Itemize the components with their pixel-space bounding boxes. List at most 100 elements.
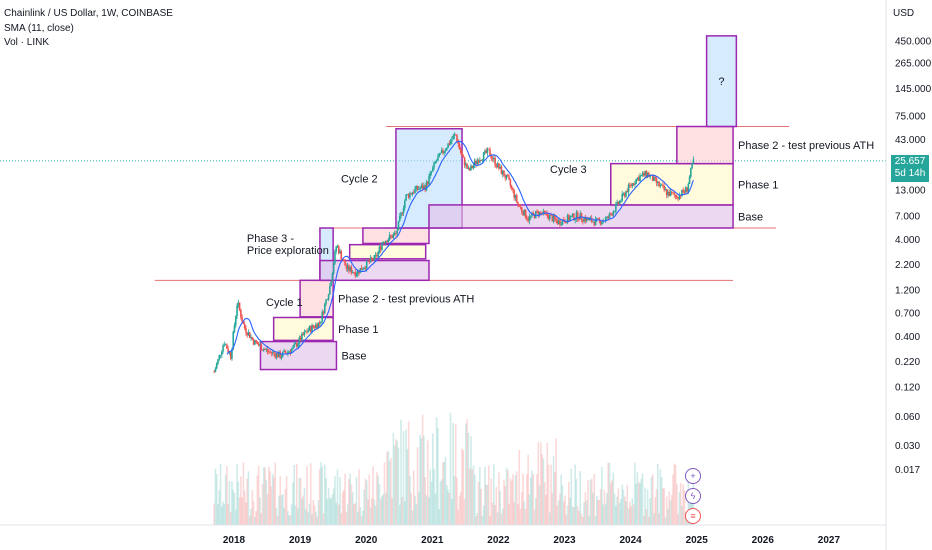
volume-bar bbox=[218, 490, 221, 525]
volume-bar bbox=[662, 488, 664, 525]
candle-body bbox=[271, 351, 274, 353]
volume-bar bbox=[240, 476, 242, 525]
volume-bar bbox=[360, 515, 363, 525]
candle-body bbox=[648, 172, 650, 177]
candle-body bbox=[348, 265, 350, 271]
volume-bar bbox=[416, 447, 419, 525]
us-flag-icon[interactable]: ≡ bbox=[685, 508, 701, 524]
volume-bar bbox=[646, 489, 649, 525]
volume-bar bbox=[653, 513, 655, 525]
candle-body bbox=[428, 176, 430, 185]
candle-body bbox=[493, 157, 495, 160]
volume-bar bbox=[365, 480, 368, 525]
candle-body bbox=[559, 220, 561, 225]
plus-icon[interactable]: + bbox=[685, 468, 701, 484]
annotation-label: Phase 2 - test previous ATH bbox=[738, 140, 874, 152]
volume-bar bbox=[392, 432, 395, 525]
volume-bar bbox=[590, 478, 593, 525]
volume-bar bbox=[608, 462, 611, 525]
candle-body bbox=[529, 215, 532, 217]
volume-bar bbox=[501, 508, 504, 525]
candle-body bbox=[233, 325, 236, 332]
candle-body bbox=[505, 174, 508, 179]
candle-body bbox=[484, 150, 486, 153]
candle-body bbox=[409, 193, 411, 198]
volume-bar bbox=[443, 461, 446, 525]
phase-box[interactable] bbox=[348, 243, 427, 260]
volume-bar bbox=[275, 507, 278, 525]
volume-bar bbox=[401, 497, 404, 525]
volume-bar bbox=[374, 505, 377, 525]
volume-bar bbox=[386, 452, 388, 525]
candle-body bbox=[400, 212, 402, 217]
volume-bar bbox=[593, 473, 596, 525]
candle-body bbox=[325, 299, 327, 304]
candle-body bbox=[561, 219, 564, 225]
phase-box[interactable] bbox=[610, 162, 734, 206]
candle-body bbox=[322, 311, 325, 314]
volume-bar bbox=[435, 417, 438, 525]
volume-bar bbox=[358, 469, 360, 525]
candle-body bbox=[457, 141, 460, 144]
candle-body bbox=[587, 217, 589, 221]
phase-box[interactable] bbox=[676, 125, 734, 165]
candle-body bbox=[219, 354, 222, 356]
volume-bar bbox=[625, 501, 627, 525]
volume-bar bbox=[533, 509, 536, 525]
volume-bar bbox=[283, 508, 285, 525]
candle-body bbox=[609, 213, 612, 215]
volume-bar bbox=[551, 493, 554, 525]
candle-body bbox=[515, 195, 518, 202]
candle-body bbox=[402, 208, 405, 214]
volume-bar bbox=[387, 450, 390, 525]
candle-body bbox=[265, 349, 268, 350]
volume-bar bbox=[513, 502, 515, 525]
volume-bar bbox=[321, 466, 324, 525]
currency-label[interactable]: USD bbox=[893, 8, 915, 19]
candle-body bbox=[452, 135, 454, 140]
candle-body bbox=[453, 134, 456, 136]
candle-body bbox=[252, 339, 255, 345]
volume-bar bbox=[660, 477, 663, 525]
candle-body bbox=[639, 175, 641, 181]
candle-body bbox=[632, 183, 635, 185]
candle-body bbox=[479, 160, 481, 163]
sma-indicator-label[interactable]: SMA (11, close) bbox=[4, 23, 74, 34]
candle-body bbox=[677, 198, 679, 200]
volume-bar bbox=[220, 506, 223, 525]
candle-body bbox=[218, 355, 221, 360]
price-axis[interactable]: 0.017 0.030 0.060 0.120 0.220 0.400 0.700 1.200… bbox=[895, 36, 932, 476]
candle-body bbox=[259, 344, 261, 346]
candle-body bbox=[597, 218, 599, 220]
volume-bar bbox=[419, 435, 421, 525]
candle-body bbox=[660, 185, 663, 186]
volume-bar bbox=[545, 494, 547, 525]
price-tick-label: 0.030 bbox=[895, 441, 920, 452]
volume-bar bbox=[598, 500, 601, 525]
phase-box[interactable] bbox=[299, 279, 334, 318]
symbol-title[interactable]: Chainlink / US Dollar, 1W, COINBASE bbox=[4, 8, 173, 19]
candle-body bbox=[573, 213, 575, 221]
candle-body bbox=[240, 309, 242, 318]
candle-body bbox=[387, 239, 390, 243]
candle-body bbox=[276, 353, 279, 358]
candle-body bbox=[437, 156, 439, 161]
candle-body bbox=[651, 174, 654, 181]
volume-bar bbox=[445, 485, 448, 525]
volume-bar bbox=[622, 489, 625, 525]
candle-body bbox=[512, 187, 514, 191]
volume-bar bbox=[540, 442, 542, 525]
phase-box[interactable] bbox=[705, 35, 738, 128]
lightning-icon[interactable]: ϟ bbox=[685, 488, 701, 504]
time-axis[interactable]: 2018 2019 2020 2021 2022 2023 2024 2025 2026 2027 bbox=[223, 535, 841, 546]
candle-body bbox=[466, 163, 468, 169]
volume-bar bbox=[364, 478, 367, 525]
candle-body bbox=[323, 303, 326, 314]
candle-body bbox=[560, 224, 562, 226]
volume-bar bbox=[259, 497, 261, 525]
candle-body bbox=[672, 192, 674, 194]
volume-bar bbox=[494, 505, 496, 525]
candle-body bbox=[476, 160, 479, 165]
volume-indicator-label[interactable]: Vol · LINK bbox=[4, 37, 50, 48]
